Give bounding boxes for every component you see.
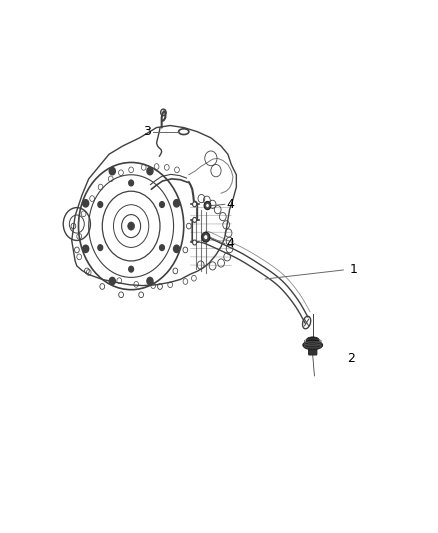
Text: 3: 3 [143, 125, 151, 138]
Circle shape [173, 199, 180, 207]
Circle shape [147, 277, 153, 285]
Circle shape [193, 202, 197, 207]
Circle shape [109, 167, 115, 175]
Circle shape [109, 277, 115, 285]
Circle shape [83, 245, 89, 253]
Circle shape [204, 235, 208, 240]
Text: 1: 1 [350, 263, 358, 277]
Circle shape [129, 266, 134, 272]
Circle shape [202, 232, 210, 242]
Ellipse shape [306, 337, 319, 343]
Circle shape [147, 167, 153, 175]
Text: 4: 4 [226, 237, 234, 250]
Circle shape [83, 199, 89, 207]
Circle shape [173, 245, 180, 253]
Circle shape [193, 240, 197, 245]
Circle shape [159, 245, 164, 251]
Circle shape [129, 180, 134, 186]
Circle shape [159, 201, 164, 207]
Circle shape [193, 217, 197, 222]
Circle shape [98, 245, 102, 251]
Circle shape [206, 204, 209, 207]
Text: 2: 2 [346, 352, 354, 365]
Text: 4: 4 [226, 198, 234, 211]
FancyBboxPatch shape [309, 344, 317, 355]
Circle shape [204, 201, 211, 209]
Circle shape [98, 201, 102, 207]
Ellipse shape [303, 341, 322, 350]
Circle shape [128, 222, 134, 230]
